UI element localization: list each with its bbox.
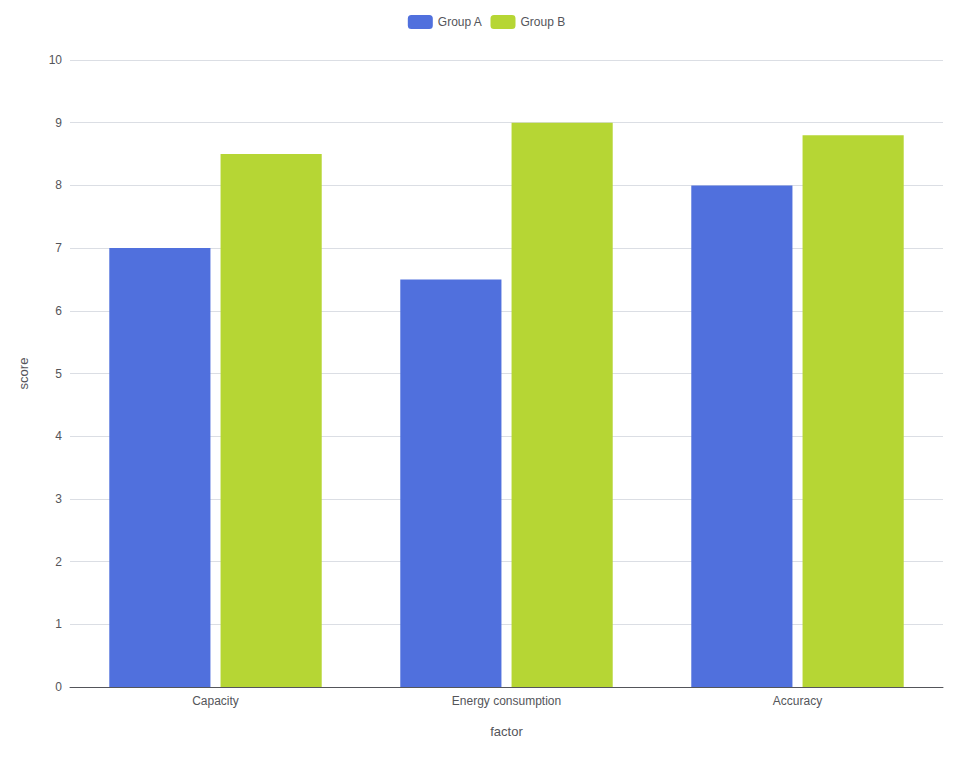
svg-text:Energy consumption: Energy consumption [452,694,561,708]
svg-text:0: 0 [55,680,62,694]
svg-text:Accuracy: Accuracy [773,694,822,708]
svg-text:7: 7 [55,241,62,255]
svg-text:9: 9 [55,116,62,130]
svg-text:Capacity: Capacity [192,694,239,708]
svg-text:6: 6 [55,304,62,318]
svg-text:Group A: Group A [438,15,482,29]
svg-text:5: 5 [55,367,62,381]
svg-text:factor: factor [490,724,523,739]
svg-text:8: 8 [55,178,62,192]
svg-text:2: 2 [55,555,62,569]
svg-text:score: score [16,358,31,390]
svg-text:3: 3 [55,492,62,506]
svg-text:1: 1 [55,617,62,631]
svg-text:4: 4 [55,429,62,443]
svg-text:Group B: Group B [521,15,566,29]
svg-text:10: 10 [49,53,63,67]
